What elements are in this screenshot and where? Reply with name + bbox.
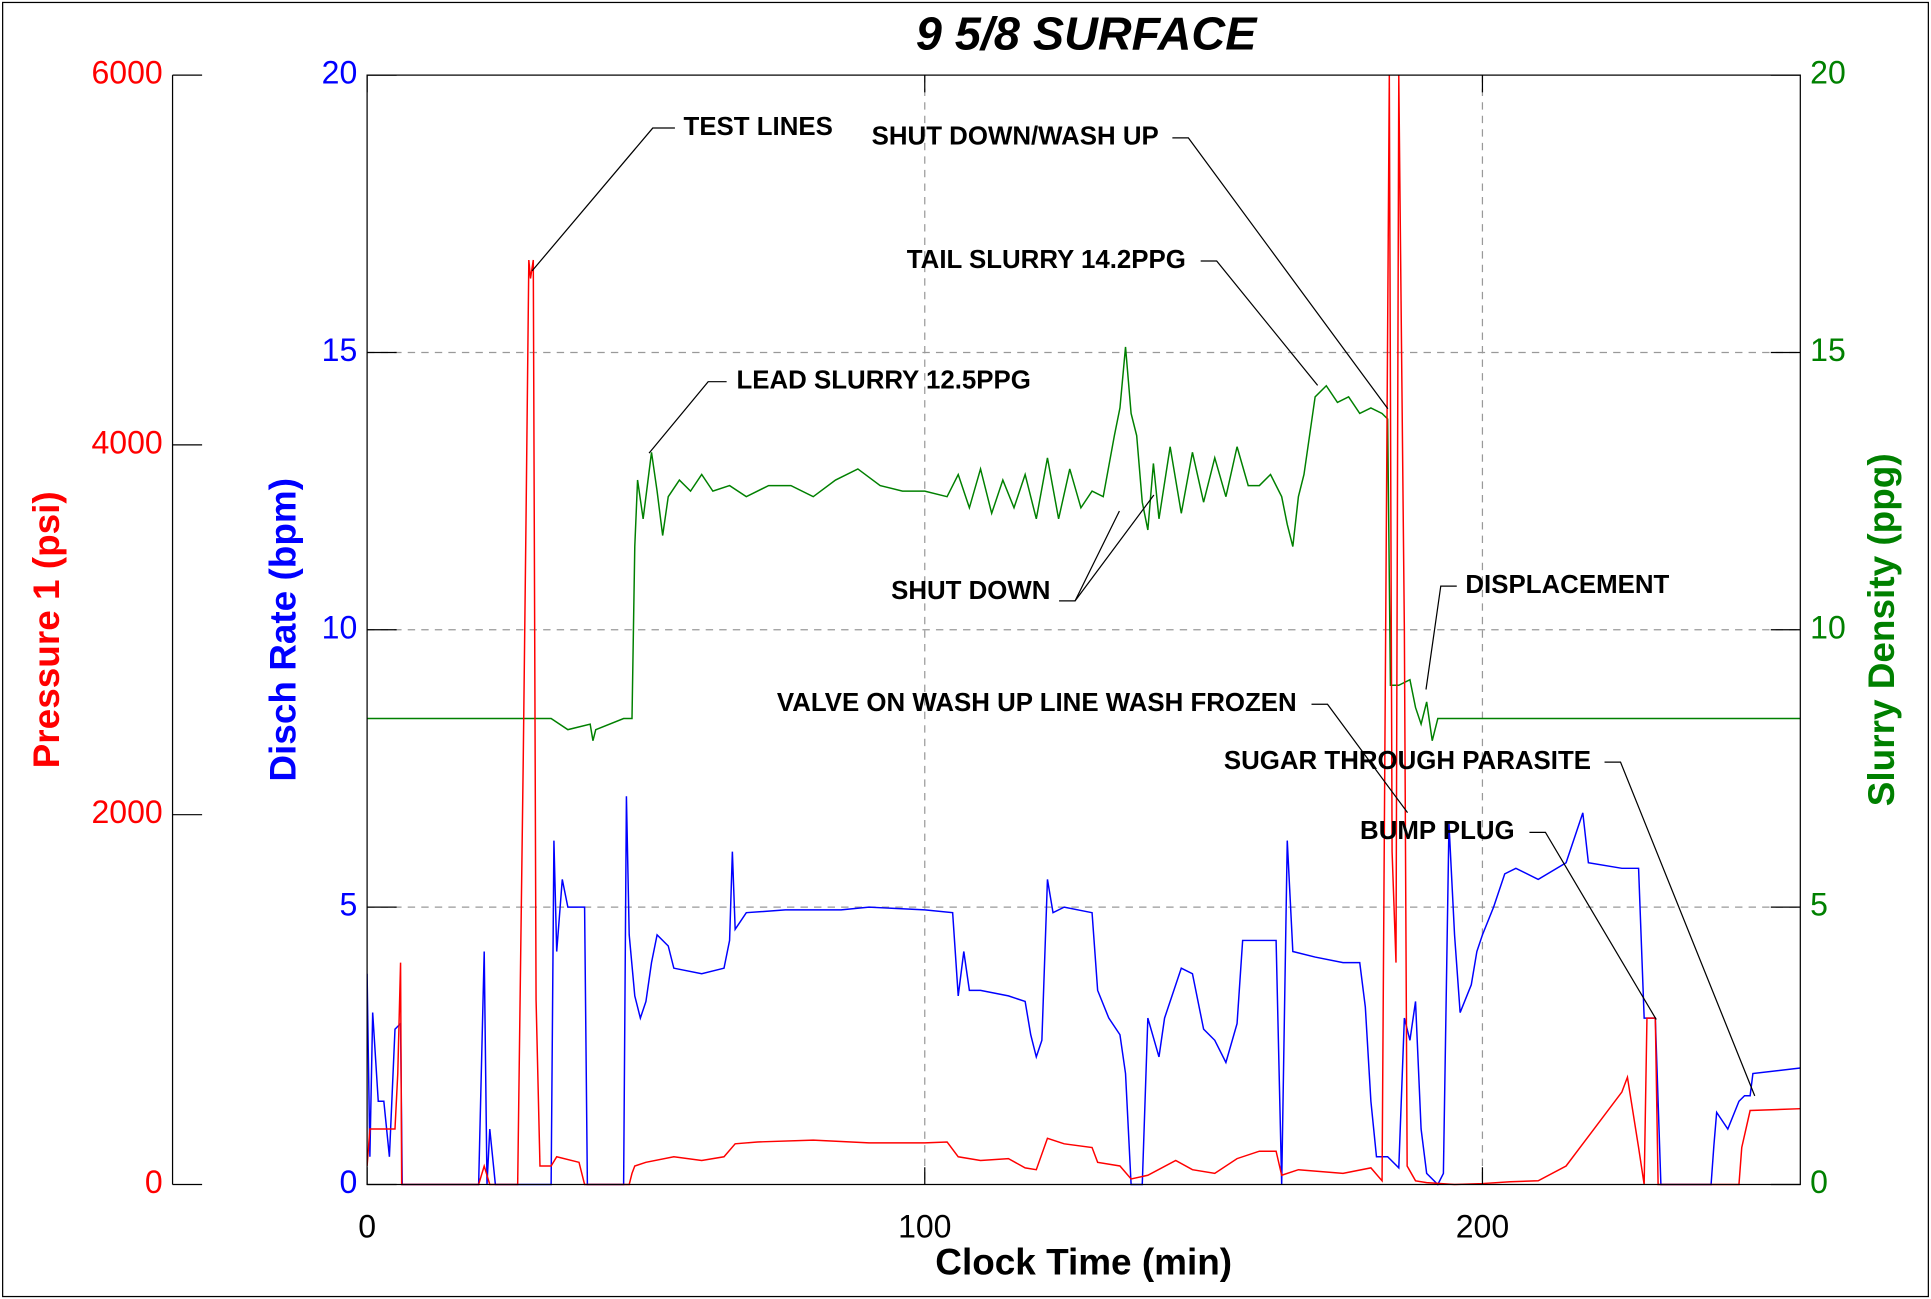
annotation-leader: [1425, 585, 1457, 690]
y-tick-label: 10: [322, 609, 358, 645]
annotation-leader: [531, 127, 675, 272]
y-tick-label: 5: [1810, 887, 1828, 923]
x-axis-label: Clock Time (min): [935, 1241, 1232, 1282]
y-tick-label: 20: [1810, 55, 1846, 91]
annotation: SUGAR THROUGH PARASITE: [1224, 747, 1591, 775]
annotation-leader: [1074, 494, 1155, 602]
annotation-leader: [1311, 703, 1409, 814]
annotation: BUMP PLUG: [1360, 817, 1515, 845]
y-axis-label: Disch Rate (bpm): [263, 478, 304, 782]
x-tick-label: 0: [358, 1208, 376, 1244]
y-tick-label: 20: [322, 55, 358, 91]
annotation: LEAD SLURRY 12.5PPG: [736, 367, 1030, 395]
y-axis-label: Pressure 1 (psi): [26, 491, 67, 768]
y-tick-label: 2000: [92, 794, 163, 830]
data-line: [367, 75, 1801, 1186]
annotation-leader: [648, 381, 727, 454]
annotation: VALVE ON WASH UP LINE WASH FROZEN: [777, 689, 1297, 717]
annotation-leader: [1604, 761, 1756, 1097]
y-tick-label: 15: [1810, 332, 1846, 368]
data-line: [367, 346, 1801, 741]
y-tick-label: 0: [1810, 1164, 1828, 1200]
annotation: TAIL SLURRY 14.2PPG: [907, 246, 1186, 274]
y-tick-label: 0: [145, 1164, 163, 1200]
x-tick-label: 100: [898, 1208, 951, 1244]
annotation: SHUT DOWN: [891, 577, 1050, 605]
annotation-leader: [1172, 137, 1389, 410]
plot-lines: [367, 75, 1801, 1186]
annotation: SHUT DOWN/WASH UP: [872, 123, 1159, 151]
annotation-leader: [1529, 831, 1657, 1020]
y-tick-label: 15: [322, 332, 358, 368]
y-tick-label: 10: [1810, 609, 1846, 645]
y-tick-label: 0: [339, 1164, 357, 1200]
grid: [367, 75, 1801, 1185]
chart-title: 9 5/8 SURFACE: [916, 7, 1258, 59]
x-tick-label: 200: [1456, 1208, 1509, 1244]
y-tick-label: 6000: [92, 55, 163, 91]
y-tick-label: 4000: [92, 424, 163, 460]
data-line: [367, 796, 1801, 1186]
annotation: TEST LINES: [684, 113, 833, 141]
annotations: TEST LINES SHUT DOWN/WASH UP TAIL SLURRY 1…: [531, 113, 1756, 1097]
y-axis-label: Slurry Density (ppg): [1861, 453, 1902, 806]
annotation: DISPLACEMENT: [1465, 571, 1669, 599]
y-tick-label: 5: [339, 887, 357, 923]
annotation-leader: [1200, 260, 1319, 386]
